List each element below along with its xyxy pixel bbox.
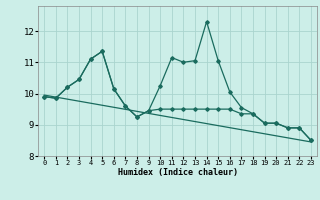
X-axis label: Humidex (Indice chaleur): Humidex (Indice chaleur): [118, 168, 238, 177]
